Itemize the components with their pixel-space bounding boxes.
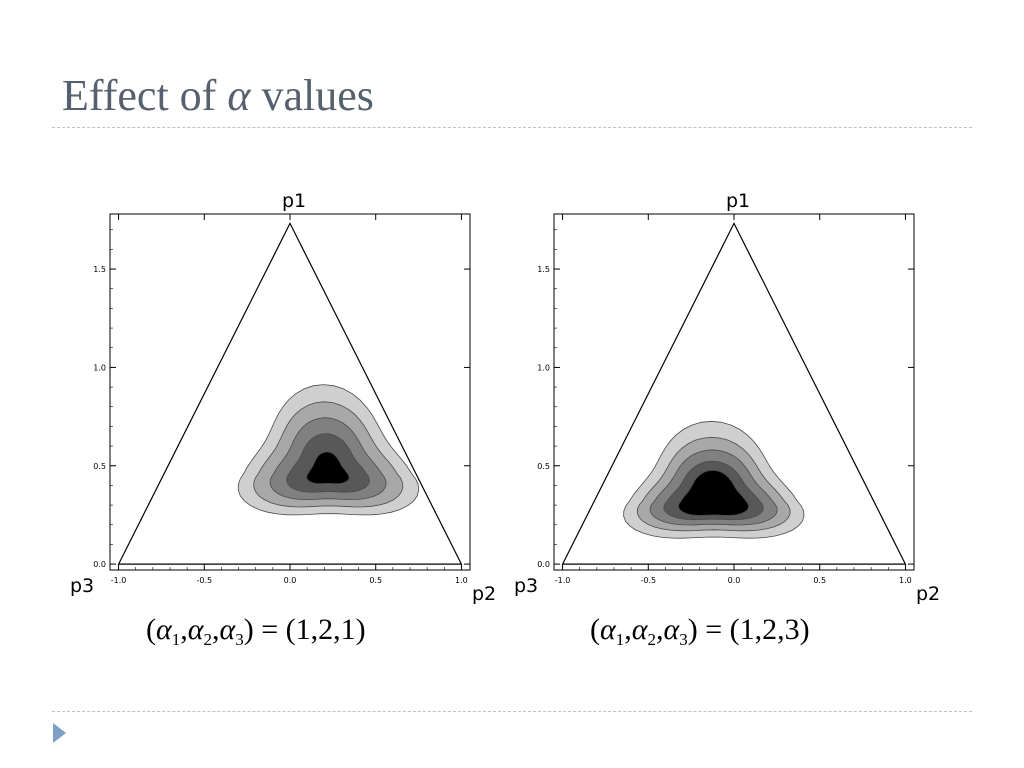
- dirichlet-plot-left: -1.0 -0.5 0.0 0.5 1.0 0.0 0.5 1.0 1.5 p1 p3 p2: [62, 190, 496, 620]
- plot-left-canvas: -1.0 -0.5 0.0 0.5 1.0 0.0 0.5 1.0 1.5: [93, 213, 471, 585]
- footer-divider: [52, 711, 972, 712]
- caption-left: (α1,α2,α3) = (1,2,1): [146, 613, 366, 649]
- title-suffix: values: [261, 71, 374, 120]
- x-tick-label: -1.0: [555, 576, 571, 585]
- next-slide-icon[interactable]: [53, 723, 66, 743]
- caption-right: (α1,α2,α3) = (1,2,3): [590, 613, 810, 649]
- y-tick-label: 0.5: [93, 462, 106, 471]
- x-tick-label: 1.0: [455, 576, 468, 585]
- dirichlet-plot-right: -1.0 -0.5 0.0 0.5 1.0 0.0 0.5 1.0 1.5 p1 p3 p2: [506, 190, 940, 620]
- vertex-label-p3: p3: [514, 575, 539, 597]
- x-tick-label: 0.0: [728, 576, 741, 585]
- title-alpha-symbol: α: [227, 71, 251, 120]
- x-tick-label: 0.0: [284, 576, 297, 585]
- title-prefix: Effect of: [62, 71, 217, 120]
- alpha-values-left: (1,2,1): [285, 613, 366, 646]
- slide-title: Effect of α values: [62, 70, 374, 121]
- y-tick-label: 1.0: [93, 363, 106, 372]
- plot-frame: [109, 213, 471, 571]
- x-tick-label: 1.0: [899, 576, 912, 585]
- y-tick-label: 0.0: [537, 560, 550, 569]
- vertex-label-p2: p2: [472, 583, 497, 605]
- x-tick-label: -0.5: [640, 576, 656, 585]
- vertex-label-p1: p1: [282, 190, 307, 212]
- y-tick-label: 1.5: [537, 265, 550, 274]
- vertex-label-p2: p2: [916, 583, 941, 605]
- x-tick-label: -0.5: [196, 576, 212, 585]
- vertex-label-p1: p1: [726, 190, 751, 212]
- y-tick-label: 0.0: [93, 560, 106, 569]
- title-divider: [52, 127, 972, 128]
- contour-level-5: [306, 451, 350, 485]
- plot-right-canvas: -1.0 -0.5 0.0 0.5 1.0 0.0 0.5 1.0 1.5: [537, 213, 915, 585]
- x-tick-label: 0.5: [813, 576, 826, 585]
- contour-level-5: [678, 469, 750, 516]
- y-tick-label: 0.5: [537, 462, 550, 471]
- x-tick-label: -1.0: [111, 576, 127, 585]
- alpha-values-right: (1,2,3): [729, 613, 810, 646]
- y-tick-label: 1.0: [537, 363, 550, 372]
- vertex-label-p3: p3: [70, 575, 95, 597]
- x-tick-label: 0.5: [369, 576, 382, 585]
- y-tick-label: 1.5: [93, 265, 106, 274]
